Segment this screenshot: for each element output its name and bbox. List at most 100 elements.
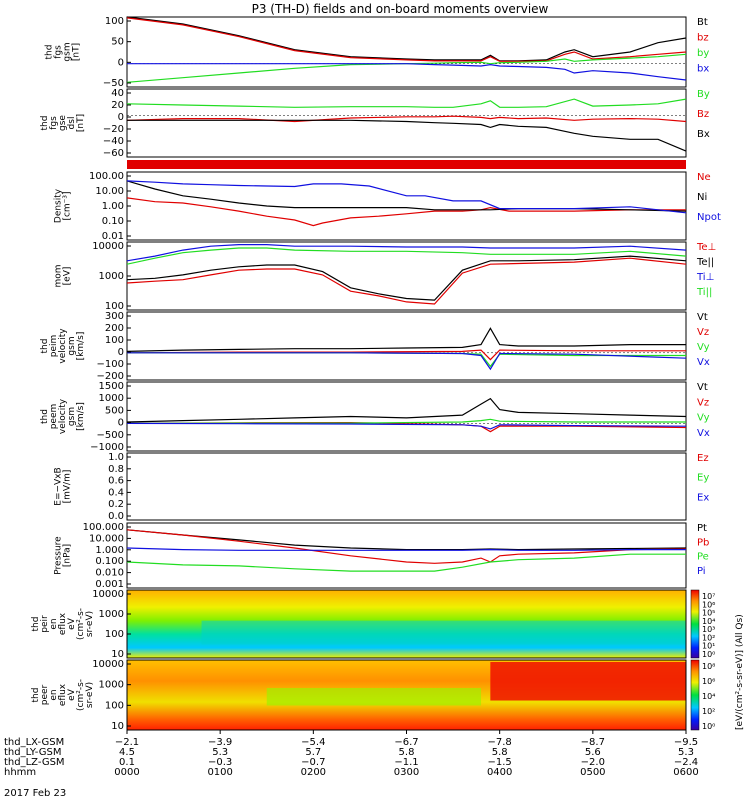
- y-tick-label: −100: [97, 359, 124, 370]
- y-tick-label: 100: [105, 700, 124, 711]
- y-axis-label-line: peir: [40, 615, 50, 633]
- date-label: 2017 Feb 23: [4, 788, 66, 799]
- y-tick-label: 0.100: [95, 556, 124, 567]
- y-tick-label: 0: [118, 418, 124, 429]
- xaxis-tick-label: 4.5: [119, 747, 135, 758]
- legend-Ti||: Ti||: [696, 287, 712, 298]
- y-tick-label: 0.4: [108, 487, 124, 498]
- legend-Pt: Pt: [697, 523, 707, 534]
- y-axis-label-line: velocity: [58, 328, 68, 364]
- legend-Pb: Pb: [697, 537, 709, 548]
- legend-Bz: Bz: [697, 109, 709, 120]
- y-axis-label: thd peem velocity gsm [km/s]: [40, 398, 86, 434]
- y-tick-label: 300: [105, 311, 124, 322]
- xaxis-tick-label: −5.4: [301, 737, 325, 748]
- colorbar-tick-label: 10⁴: [702, 617, 715, 626]
- panel-frame: [126, 171, 687, 241]
- y-axis-label-line: peer: [40, 684, 50, 705]
- legend-Vt: Vt: [697, 382, 708, 393]
- legend-Bx: Bx: [697, 129, 710, 140]
- y-axis-label-line: Density: [54, 188, 64, 223]
- series-line-bz: [126, 17, 687, 62]
- legend-Pi: Pi: [697, 566, 706, 577]
- panel-9: 10000 1000 100 10 thd peir en eflux eV (cm²-s-sr-…: [31, 589, 715, 660]
- y-axis-label-line: thd: [31, 688, 41, 703]
- y-tick-label: 0: [118, 57, 124, 68]
- y-axis-label: thd fgs gse dsl [nT]: [40, 114, 86, 132]
- xaxis-tick-label: −2.4: [674, 757, 698, 768]
- y-axis-label-line: peem: [49, 404, 59, 430]
- y-axis-label-line: gsm: [67, 336, 77, 355]
- xaxis-tick-label: −1.5: [488, 757, 512, 768]
- y-axis-label: thd peim velocity gsm [km/s]: [40, 328, 86, 364]
- series-line-Pe: [126, 553, 686, 572]
- y-axis-label-line: peim: [49, 335, 59, 358]
- y-tick-label: 0.01: [102, 231, 124, 242]
- y-axis-label-line: [mV/m]: [63, 470, 73, 504]
- y-axis-label: mom [eV]: [54, 264, 73, 287]
- panel-10: 10000 1000 100 10 thd peer en eflux eV (cm²-s-sr-…: [31, 659, 715, 732]
- y-axis-label-line: dsl: [67, 117, 77, 130]
- y-tick-label: 1.000: [95, 545, 124, 556]
- legend-Vz: Vz: [697, 397, 709, 408]
- series-line-Vx: [126, 422, 687, 430]
- y-axis-label-line: [km/s]: [76, 402, 86, 431]
- xaxis-tick-label: 0.1: [119, 757, 135, 768]
- y-axis-label-line: [cm⁻³]: [63, 191, 73, 220]
- y-tick-label: −20: [103, 124, 124, 135]
- y-axis-label-line: thd: [40, 116, 50, 131]
- y-tick-label: 1.00: [102, 201, 124, 212]
- y-tick-label: 20: [111, 100, 124, 111]
- colorbar: [690, 659, 700, 731]
- y-tick-label: −40: [103, 136, 124, 147]
- y-tick-label: 1000: [99, 393, 124, 404]
- colorbar-tick-label: 10²: [702, 633, 715, 642]
- spectrogram-cyan-band: [201, 620, 687, 645]
- y-tick-label: 10.00: [95, 186, 124, 197]
- y-tick-label: 0.6: [108, 476, 124, 487]
- y-axis-label: Density [cm⁻³]: [54, 188, 73, 223]
- legend-Vy: Vy: [697, 342, 710, 353]
- y-tick-label: 0.10: [102, 216, 124, 227]
- y-axis-label-line: gse: [58, 115, 68, 131]
- y-axis-label-line: (cm²-s-: [76, 679, 86, 711]
- y-tick-label: 10000: [92, 241, 124, 252]
- legend-Ey: Ey: [697, 473, 709, 484]
- legend-Bt: Bt: [697, 17, 708, 28]
- y-tick-label: 10.000: [89, 533, 124, 544]
- panel-1: 100 50 0 −50 thd fgs gsm [nT] Bt bz by bx: [45, 16, 710, 89]
- legend-Vx: Vx: [697, 428, 710, 439]
- y-tick-label: 0.2: [108, 499, 124, 510]
- series-line-Ti||: [126, 247, 687, 265]
- chart-title: P3 (TH-D) fields and on-board moments ov…: [252, 2, 549, 16]
- y-tick-label: 0.0: [108, 511, 124, 522]
- spectrogram-green-band: [266, 688, 482, 706]
- y-axis-label-line: [km/s]: [76, 332, 86, 361]
- legend-Te||: Te||: [696, 257, 714, 268]
- legend-Vz: Vz: [697, 327, 709, 338]
- y-tick-label: 100: [105, 16, 124, 27]
- series-line-Vt: [126, 327, 686, 352]
- colorbar-tick-label: 10⁰: [702, 650, 715, 659]
- colorbar-tick-label: 10⁴: [702, 692, 715, 701]
- y-axis-label-line: [nT]: [72, 43, 82, 61]
- y-tick-label: 0.8: [108, 464, 124, 475]
- xaxis-tick-label: −7.8: [488, 737, 512, 748]
- colorbar-tick-label: 10³: [702, 625, 715, 634]
- y-axis-label-line: Pressure: [54, 536, 64, 575]
- y-axis-label-line: sr-eV): [85, 611, 95, 637]
- xaxis-tick-label: −0.3: [208, 757, 232, 768]
- y-axis-label-line: gsm: [63, 42, 73, 61]
- y-axis-label-line: sr-eV): [85, 682, 95, 708]
- xaxis-tick-label: 0200: [301, 767, 326, 778]
- y-tick-label: 1000: [99, 680, 124, 691]
- y-axis-label-line: E=−VxB: [54, 467, 64, 505]
- series-line-by: [126, 53, 687, 83]
- legend-Ti⊥: Ti⊥: [696, 272, 714, 283]
- series-line-Te⊥: [126, 257, 687, 305]
- y-tick-label: 0: [118, 347, 124, 358]
- colorbar-tick-label: 10⁶: [702, 677, 715, 686]
- xaxis-tick-label: −2.1: [115, 737, 139, 748]
- y-tick-label: 40: [111, 88, 124, 99]
- series-line-Pb: [126, 529, 687, 564]
